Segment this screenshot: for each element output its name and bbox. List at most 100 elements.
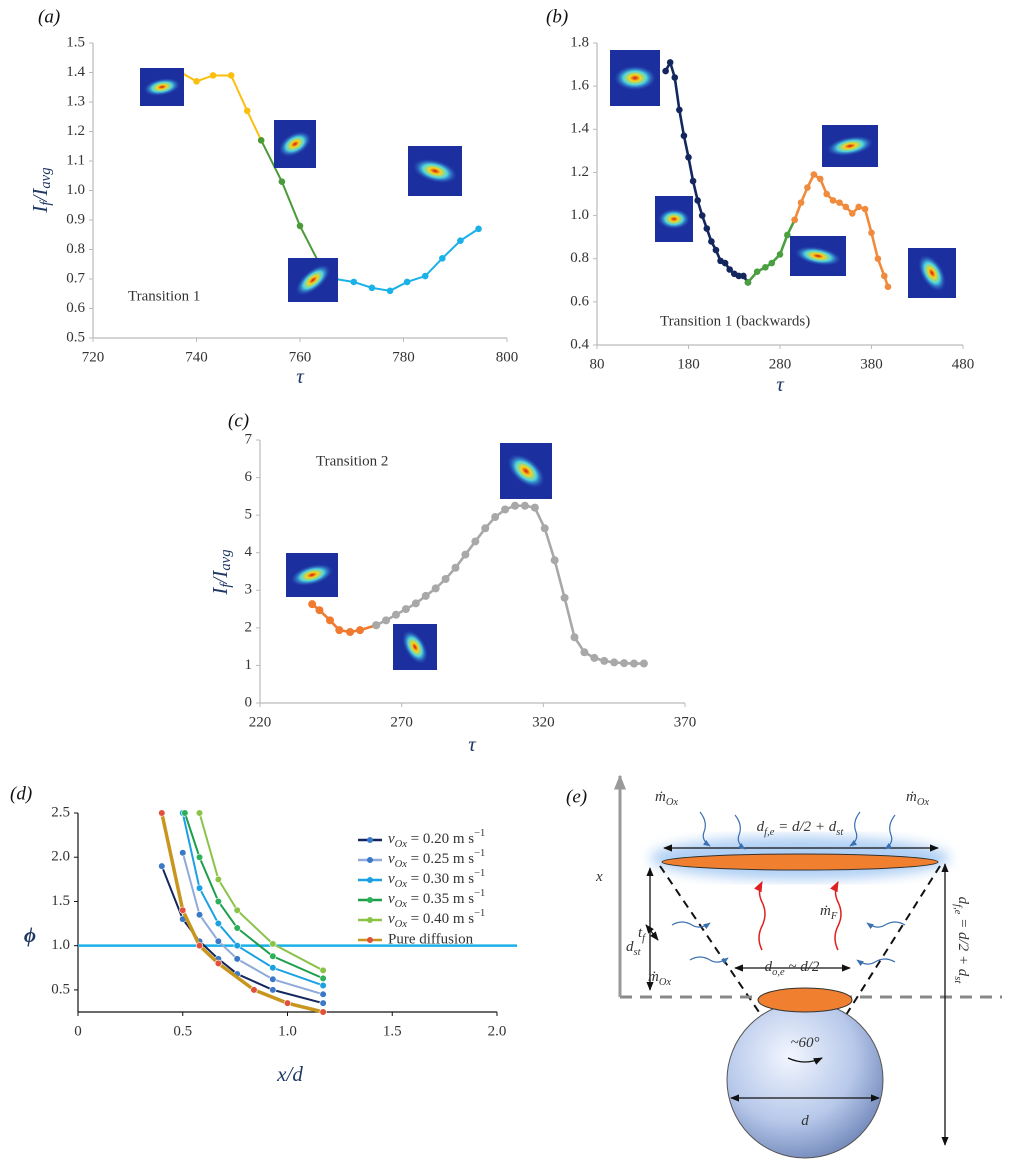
- y-tick-label: 6: [245, 469, 253, 485]
- y-tick-label: 1.4: [66, 64, 85, 80]
- text-part: ṁ: [820, 903, 831, 919]
- fuel-arrow: [830, 881, 842, 951]
- data-line: [181, 852, 324, 996]
- image-blob: [143, 78, 181, 96]
- diagram-label: dst: [626, 939, 642, 958]
- subscript: avg: [38, 167, 54, 188]
- flame-image: [140, 68, 184, 106]
- x-tick-label: 180: [677, 356, 700, 372]
- legend-marker: [367, 937, 373, 943]
- y-axis-label: If/Iavg: [208, 549, 235, 595]
- y-tick-label: 0.5: [66, 329, 85, 345]
- text-part: d: [955, 897, 971, 905]
- data-point: [392, 610, 400, 619]
- data-point: [431, 584, 440, 593]
- subscript: Ox: [659, 977, 672, 988]
- data-point: [214, 875, 222, 883]
- data-point: [501, 505, 510, 514]
- data-point: [451, 563, 460, 572]
- data-point: [195, 911, 204, 919]
- data-point: [227, 72, 235, 79]
- data-point: [315, 606, 324, 615]
- data-point: [874, 255, 882, 263]
- data-point: [639, 659, 648, 668]
- data-point: [421, 591, 430, 600]
- subscript: Ox: [395, 899, 408, 910]
- y-tick-label: 0.4: [570, 336, 589, 352]
- x-tick-label: 1.0: [278, 1023, 297, 1039]
- panel-label: (b): [546, 6, 568, 27]
- data-point: [269, 940, 277, 948]
- text-part: x: [595, 869, 603, 885]
- data-point: [590, 653, 599, 662]
- image-blob: [658, 208, 690, 230]
- data-point: [269, 964, 277, 972]
- fuel-arrow: [754, 881, 766, 951]
- data-line: [180, 71, 263, 141]
- text-part: d: [626, 939, 634, 955]
- data-line: [664, 59, 750, 284]
- data-point: [368, 284, 376, 292]
- annotation: Transition 1: [128, 288, 200, 304]
- subscript: st: [952, 976, 963, 984]
- y-tick-label: 0.6: [570, 293, 589, 309]
- text-part: I: [208, 587, 232, 596]
- x-tick-label: 380: [860, 356, 883, 372]
- data-point: [441, 575, 450, 584]
- data-point: [842, 203, 850, 211]
- angle-arc: [787, 1057, 823, 1065]
- data-point: [372, 621, 381, 630]
- data-point: [610, 658, 619, 667]
- y-tick-label: 7: [245, 431, 253, 447]
- data-point: [179, 849, 187, 857]
- y-tick-label: 1.2: [66, 123, 85, 139]
- legend-label: vOx = 0.25 m s−1: [388, 848, 485, 870]
- data-point: [520, 501, 529, 510]
- x-tick-label: 0: [74, 1023, 82, 1039]
- data-point: [319, 981, 327, 990]
- data-point: [620, 659, 629, 668]
- flame-image: [822, 125, 878, 167]
- flame-image: [274, 120, 316, 168]
- x-tick-label: 370: [674, 714, 697, 730]
- data-point: [666, 59, 674, 66]
- y-tick-label: 1.4: [570, 121, 589, 137]
- legend-label: Pure diffusion: [388, 931, 474, 947]
- x-tick-label: 270: [390, 714, 413, 730]
- data-point: [250, 986, 258, 994]
- data-point: [319, 974, 327, 982]
- legend-label: vOx = 0.40 m s−1: [388, 908, 485, 930]
- data-point: [214, 937, 222, 945]
- diagram-label: df,e = d/2 + dst: [757, 819, 845, 838]
- data-point: [550, 556, 559, 565]
- image-blob: [278, 131, 312, 157]
- data-point: [233, 942, 241, 950]
- subscript: f,e: [764, 827, 775, 838]
- data-point: [810, 171, 818, 178]
- y-tick-label: 0.7: [66, 270, 85, 286]
- y-tick-label: 1.6: [570, 78, 589, 94]
- x-tick-label: 740: [185, 349, 208, 365]
- data-point: [662, 67, 669, 75]
- data-point: [457, 237, 464, 244]
- schematic: (e): [566, 774, 1002, 1159]
- data-point: [481, 524, 490, 533]
- legend-marker: [367, 837, 373, 843]
- data-point: [243, 107, 251, 115]
- data-point: [195, 853, 204, 861]
- data-point: [209, 72, 217, 79]
- text-part: ~ d/2: [785, 959, 820, 975]
- oxidizer-arrow: [671, 921, 711, 930]
- y-tick-label: 0.5: [51, 981, 70, 997]
- data-point: [762, 264, 769, 271]
- data-point: [804, 184, 811, 191]
- data-point: [698, 212, 706, 219]
- data-point: [403, 278, 411, 286]
- data-point: [855, 203, 862, 211]
- data-point: [382, 616, 391, 625]
- x-axis-label: τ: [296, 364, 305, 388]
- y-tick-label: 0.8: [570, 250, 589, 266]
- y-tick-label: 0.9: [66, 211, 85, 227]
- subscript: Ox: [917, 797, 930, 808]
- data-point: [676, 106, 683, 114]
